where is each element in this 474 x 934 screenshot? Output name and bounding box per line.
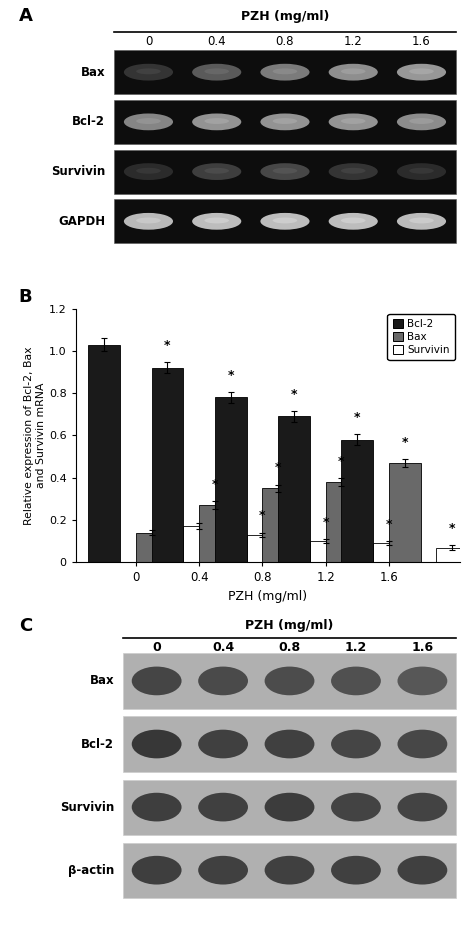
Ellipse shape — [136, 218, 161, 223]
Ellipse shape — [409, 68, 434, 75]
Ellipse shape — [397, 114, 446, 130]
Ellipse shape — [124, 163, 173, 180]
Ellipse shape — [124, 213, 173, 230]
Text: PZH (mg/ml): PZH (mg/ml) — [246, 618, 334, 631]
Ellipse shape — [273, 68, 297, 75]
Ellipse shape — [273, 218, 297, 223]
Ellipse shape — [328, 163, 378, 180]
Text: A: A — [19, 7, 33, 25]
Ellipse shape — [198, 856, 248, 884]
Ellipse shape — [341, 218, 365, 223]
Ellipse shape — [264, 667, 314, 695]
Ellipse shape — [136, 118, 161, 124]
Text: B: B — [19, 289, 32, 306]
Ellipse shape — [331, 667, 381, 695]
Text: 1.6: 1.6 — [411, 641, 433, 654]
Ellipse shape — [260, 213, 310, 230]
Text: Bcl-2: Bcl-2 — [82, 738, 114, 751]
Text: C: C — [19, 617, 32, 635]
Ellipse shape — [136, 168, 161, 174]
Ellipse shape — [192, 163, 241, 180]
Text: Survivin: Survivin — [60, 800, 114, 814]
Ellipse shape — [409, 218, 434, 223]
Bar — [123, 716, 456, 771]
Text: 0: 0 — [152, 641, 161, 654]
Ellipse shape — [409, 118, 434, 124]
Ellipse shape — [192, 64, 241, 80]
Text: Bax: Bax — [81, 65, 105, 78]
Text: Bcl-2: Bcl-2 — [72, 116, 105, 128]
Bar — [114, 199, 456, 244]
Ellipse shape — [124, 114, 173, 130]
Bar — [123, 653, 456, 709]
Ellipse shape — [264, 856, 314, 884]
Bar — [114, 149, 456, 193]
Ellipse shape — [397, 213, 446, 230]
Ellipse shape — [341, 118, 365, 124]
Text: Bax: Bax — [90, 674, 114, 687]
Ellipse shape — [260, 114, 310, 130]
Ellipse shape — [204, 68, 229, 75]
Ellipse shape — [398, 793, 447, 822]
Text: 1.6: 1.6 — [412, 35, 431, 48]
Ellipse shape — [328, 64, 378, 80]
Ellipse shape — [273, 168, 297, 174]
Ellipse shape — [331, 793, 381, 822]
Text: 0.8: 0.8 — [276, 35, 294, 48]
Ellipse shape — [328, 114, 378, 130]
Ellipse shape — [341, 68, 365, 75]
Ellipse shape — [328, 213, 378, 230]
Ellipse shape — [341, 168, 365, 174]
Text: 0.8: 0.8 — [278, 641, 301, 654]
Ellipse shape — [124, 64, 173, 80]
Ellipse shape — [398, 729, 447, 758]
Text: GAPDH: GAPDH — [58, 215, 105, 228]
Bar — [123, 842, 456, 898]
Ellipse shape — [204, 218, 229, 223]
Ellipse shape — [132, 729, 182, 758]
Text: 1.2: 1.2 — [345, 641, 367, 654]
Ellipse shape — [198, 729, 248, 758]
Ellipse shape — [132, 856, 182, 884]
Text: 0.4: 0.4 — [208, 35, 226, 48]
Ellipse shape — [198, 793, 248, 822]
Ellipse shape — [398, 856, 447, 884]
Ellipse shape — [192, 114, 241, 130]
Ellipse shape — [136, 68, 161, 75]
Ellipse shape — [204, 118, 229, 124]
Bar — [123, 780, 456, 835]
Text: Survivin: Survivin — [51, 165, 105, 178]
Text: PZH (mg/ml): PZH (mg/ml) — [241, 9, 329, 22]
Text: β-actin: β-actin — [68, 864, 114, 877]
Ellipse shape — [260, 64, 310, 80]
Ellipse shape — [132, 667, 182, 695]
Ellipse shape — [397, 163, 446, 180]
Ellipse shape — [192, 213, 241, 230]
Text: 0: 0 — [145, 35, 152, 48]
Ellipse shape — [264, 793, 314, 822]
Ellipse shape — [260, 163, 310, 180]
Ellipse shape — [409, 168, 434, 174]
Ellipse shape — [204, 168, 229, 174]
Ellipse shape — [273, 118, 297, 124]
Ellipse shape — [398, 667, 447, 695]
Bar — [114, 50, 456, 94]
Ellipse shape — [132, 793, 182, 822]
Bar — [114, 100, 456, 144]
Ellipse shape — [264, 729, 314, 758]
Text: 0.4: 0.4 — [212, 641, 234, 654]
Ellipse shape — [331, 856, 381, 884]
Ellipse shape — [331, 729, 381, 758]
Ellipse shape — [198, 667, 248, 695]
Text: 1.2: 1.2 — [344, 35, 363, 48]
Ellipse shape — [397, 64, 446, 80]
